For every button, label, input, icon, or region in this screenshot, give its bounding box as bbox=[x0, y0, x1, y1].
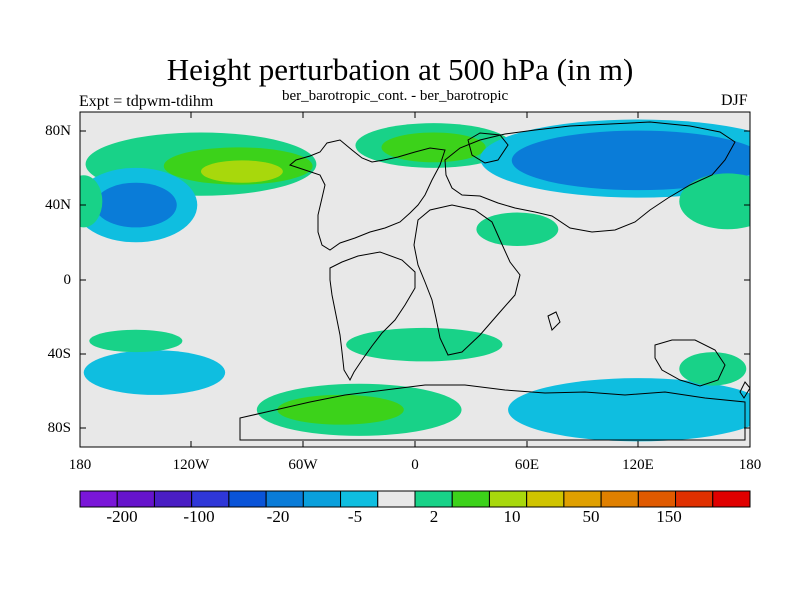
colorbar-label: 10 bbox=[503, 507, 521, 526]
colorbar bbox=[79, 490, 751, 508]
coast-antarctica bbox=[239, 384, 746, 441]
lon-tick-label: 120E bbox=[622, 457, 654, 473]
colorbar-label: 50 bbox=[582, 507, 600, 526]
contour-region bbox=[511, 130, 750, 191]
colorbar-swatch bbox=[563, 490, 602, 508]
colorbar-swatch bbox=[116, 490, 155, 508]
colorbar-swatch bbox=[79, 490, 118, 508]
coast-new-zealand bbox=[739, 381, 750, 399]
lat-tick-label: 40N bbox=[45, 197, 71, 213]
season-label: DJF bbox=[721, 92, 748, 109]
coastlines bbox=[239, 121, 750, 441]
contour-region bbox=[200, 160, 283, 183]
colorbar-swatch bbox=[414, 490, 453, 508]
contour-field bbox=[80, 119, 750, 442]
lon-tick-label: 180 bbox=[738, 457, 762, 473]
colorbar-swatch bbox=[153, 490, 193, 508]
lon-tick-label: 60W bbox=[288, 457, 318, 473]
colorbar-swatch bbox=[191, 490, 230, 508]
axis-ticks bbox=[79, 112, 751, 447]
coast-eurasia bbox=[444, 121, 736, 233]
colorbar-swatch bbox=[377, 490, 416, 508]
subtitle: ber_barotropic_cont. - ber_barotropic bbox=[282, 88, 509, 104]
colorbar-label: -20 bbox=[266, 507, 290, 526]
contour-region bbox=[277, 394, 404, 425]
colorbar-swatch bbox=[265, 490, 304, 508]
colorbar-label: -200 bbox=[106, 507, 138, 526]
lat-tick-label: 80S bbox=[47, 420, 71, 436]
colorbar-swatch bbox=[600, 490, 639, 508]
lon-tick-label: 0 bbox=[411, 457, 419, 473]
coast-africa bbox=[413, 204, 521, 356]
colorbar-swatch bbox=[302, 490, 342, 508]
lat-tick-label: 0 bbox=[63, 272, 72, 288]
contour-region bbox=[679, 352, 747, 386]
colorbar-swatch bbox=[526, 490, 565, 508]
colorbar-swatch bbox=[712, 490, 751, 508]
coast-greenland bbox=[467, 132, 509, 164]
colorbar-swatch bbox=[675, 490, 714, 508]
lon-tick-label: 120W bbox=[172, 457, 210, 473]
colorbar-swatch bbox=[451, 490, 490, 508]
coast-australia bbox=[654, 339, 726, 387]
colorbar-swatch bbox=[228, 490, 267, 508]
colorbar-label: -5 bbox=[347, 507, 363, 526]
contour-region bbox=[89, 329, 183, 353]
lon-tick-label: 180 bbox=[68, 457, 92, 473]
colorbar-label: 150 bbox=[656, 507, 682, 526]
coast-north-america bbox=[288, 139, 446, 251]
contour-region bbox=[476, 212, 559, 246]
contour-region bbox=[346, 327, 503, 362]
colorbar-swatch bbox=[637, 490, 677, 508]
lon-tick-label: 60E bbox=[514, 457, 540, 473]
experiment-label: Expt = tdpwm-tdihm bbox=[79, 93, 214, 110]
lat-tick-label: 40S bbox=[47, 346, 71, 362]
colorbar-label: 2 bbox=[429, 507, 439, 526]
coast-madagascar bbox=[547, 311, 561, 331]
contour-region bbox=[80, 175, 103, 228]
contour-region bbox=[381, 132, 486, 163]
colorbar-swatch bbox=[340, 490, 379, 508]
coast-south-america bbox=[329, 251, 416, 382]
contour-region bbox=[679, 173, 750, 230]
contour-region bbox=[94, 182, 177, 228]
map-title: Height perturbation at 500 hPa (in m) bbox=[166, 52, 634, 87]
contour-region bbox=[508, 378, 750, 442]
lat-tick-label: 80N bbox=[45, 123, 71, 139]
colorbar-label: -100 bbox=[183, 507, 215, 526]
contour-region bbox=[83, 350, 226, 395]
colorbar-swatch bbox=[488, 490, 528, 508]
